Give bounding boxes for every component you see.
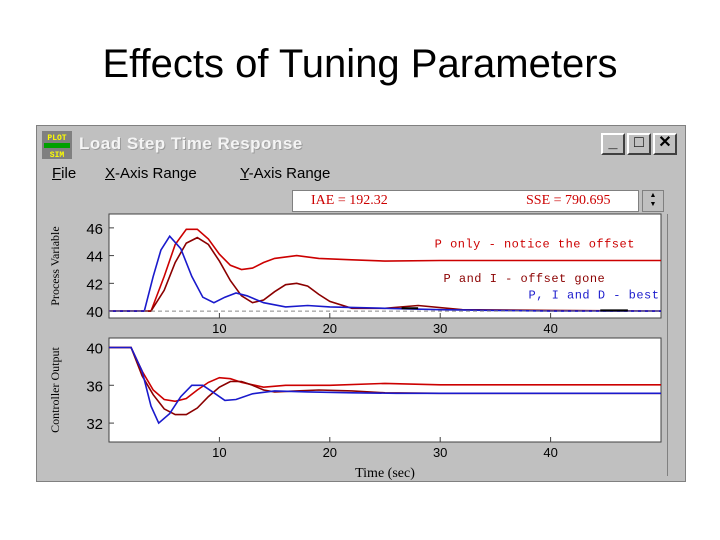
x-tick-label: 30 [433, 321, 447, 336]
x-tick-label: 20 [323, 321, 337, 336]
y-tick-label: 46 [86, 221, 103, 238]
menu-x-axis-range[interactable]: X-Axis Range [105, 165, 197, 182]
iae-value: IAE = 192.32 [311, 193, 388, 208]
vertical-scrollbar[interactable] [667, 214, 684, 476]
annotation-p-only: P only - notice the offset [435, 237, 635, 251]
plot-window: PLOT SIM Load Step Time Response _ □ ✕ F… [36, 125, 686, 482]
spinner-down-icon[interactable]: ▼ [649, 201, 657, 208]
x-tick-label: 40 [543, 445, 557, 460]
x-tick-label: 10 [212, 321, 226, 336]
menu-file[interactable]: File [52, 165, 76, 182]
menu-file-label: ile [61, 165, 77, 182]
y-tick-label: 42 [86, 276, 103, 293]
series-p-and-i-line-2 [109, 346, 661, 416]
series-p-only-line-1 [109, 228, 661, 312]
x-axis-label: Time (sec) [355, 466, 415, 481]
plot-frame-2 [108, 337, 662, 443]
series-p-only-line-2 [109, 346, 661, 403]
menu-y-axis-hotkey: Y [240, 165, 249, 182]
y-axis-label: Process Variable [48, 226, 62, 305]
response-plots: 10 20 30 40 46 44 42 40 Process Variable P only -… [48, 213, 662, 481]
plot-area: 10 20 30 40 46 44 42 40 Process Variable P only -… [39, 212, 665, 481]
x-tick-label: 30 [433, 445, 447, 460]
annotation-p-and-i: P and I - offset gone [444, 272, 606, 286]
window-title: Load Step Time Response [79, 134, 303, 153]
x-tick-label: 20 [323, 445, 337, 460]
spinner-up-icon[interactable]: ▲ [649, 192, 657, 199]
minimize-button[interactable]: _ [601, 133, 625, 155]
y-tick-label: 32 [86, 416, 103, 433]
x-tick-label: 40 [543, 321, 557, 336]
menu-bar: File X-Axis Range Y-Axis Range [39, 162, 683, 188]
menu-y-axis-label: -Axis Range [248, 165, 331, 182]
y-axis-label: Controller Output [48, 347, 62, 433]
y-tick-label: 40 [86, 304, 103, 321]
annotation-pid: P, I and D - best [529, 289, 660, 303]
maximize-button[interactable]: □ [627, 133, 651, 155]
slide-title: Effects of Tuning Parameters [102, 42, 618, 86]
y-tick-label: 40 [86, 340, 103, 357]
metrics-display: IAE = 192.32 SSE = 790.695 [292, 190, 639, 212]
app-icon-text-top: PLOT [47, 134, 66, 143]
metrics-spinner[interactable]: ▲ ▼ [642, 190, 664, 212]
sse-value: SSE = 790.695 [526, 193, 611, 208]
series-p-i-and-d-line-1 [109, 234, 661, 312]
menu-x-axis-hotkey: X [105, 165, 116, 182]
series-p-i-and-d-line-2 [109, 346, 661, 425]
y-tick-label: 36 [86, 378, 103, 395]
x-tick-label: 10 [212, 445, 226, 460]
plot-frame-1 [108, 213, 662, 319]
y-tick-label: 44 [86, 249, 103, 266]
menu-file-hotkey: F [52, 165, 62, 182]
close-button[interactable]: ✕ [653, 133, 677, 155]
menu-x-axis-label: -Axis Range [115, 165, 197, 182]
title-bar[interactable]: PLOT SIM Load Step Time Response _ □ ✕ [39, 128, 683, 162]
plotsim-app-icon: PLOT SIM [42, 131, 72, 159]
menu-y-axis-range[interactable]: Y-Axis Range [240, 165, 330, 182]
app-icon-text-bottom: SIM [50, 151, 65, 159]
